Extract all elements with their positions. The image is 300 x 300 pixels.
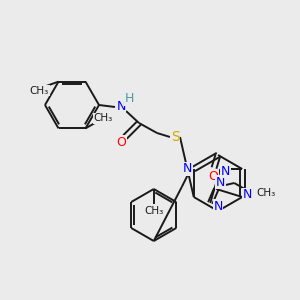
Text: CH₃: CH₃ bbox=[144, 206, 164, 216]
Text: S: S bbox=[171, 130, 179, 144]
Text: N: N bbox=[183, 163, 192, 176]
Text: N: N bbox=[213, 200, 223, 212]
Text: CH₃: CH₃ bbox=[256, 188, 275, 198]
Text: H: H bbox=[124, 92, 134, 106]
Text: N: N bbox=[216, 176, 225, 188]
Text: N: N bbox=[116, 100, 126, 113]
Text: CH₃: CH₃ bbox=[30, 85, 49, 96]
Text: CH₃: CH₃ bbox=[94, 113, 113, 123]
Text: N: N bbox=[243, 188, 252, 202]
Text: O: O bbox=[116, 136, 126, 148]
Text: N: N bbox=[220, 164, 230, 178]
Text: O: O bbox=[208, 169, 218, 182]
